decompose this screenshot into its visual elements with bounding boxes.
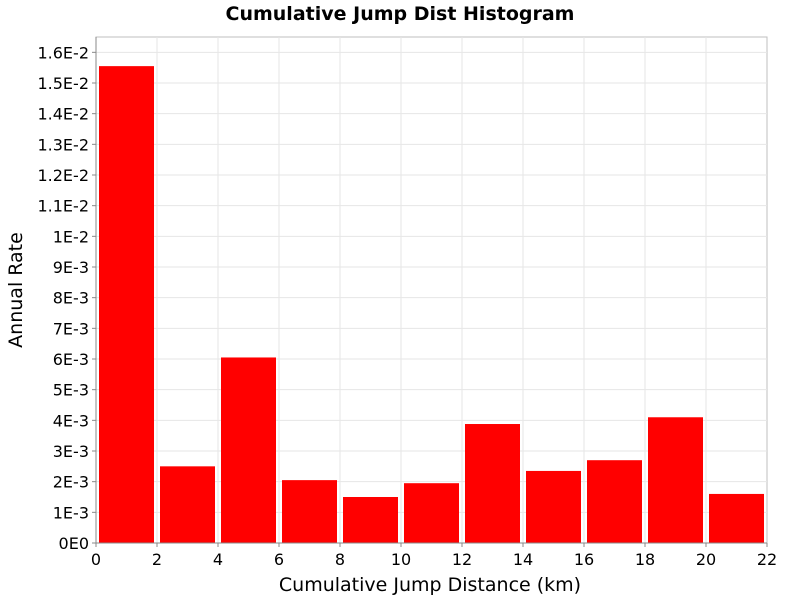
histogram-bar <box>282 480 337 543</box>
x-tick-label: 12 <box>452 550 472 569</box>
axis-layer: 0E0 1E-3 2E-3 3E-3 4E-3 5E-3 6E-3 7E-3 8E-3 9E-3 1… <box>37 37 777 569</box>
histogram-bar <box>221 357 276 543</box>
y-tick-label: 0E0 <box>59 534 89 553</box>
y-tick-label: 6E-3 <box>53 350 89 369</box>
x-tick-label: 0 <box>91 550 101 569</box>
histogram-bar <box>526 470 581 543</box>
y-tick-label: 1.2E-2 <box>37 166 89 185</box>
histogram-bar <box>404 483 459 543</box>
y-axis-label: Annual Rate <box>5 232 27 348</box>
histogram-bar <box>99 66 154 543</box>
histogram-bar <box>465 424 520 543</box>
bar-layer <box>99 66 764 543</box>
y-tick-label: 9E-3 <box>53 258 89 277</box>
y-tick-label: 3E-3 <box>53 442 89 461</box>
y-tick-label: 7E-3 <box>53 319 89 338</box>
x-tick-label: 8 <box>335 550 345 569</box>
x-tick-label: 6 <box>274 550 284 569</box>
y-tick-label: 2E-3 <box>53 473 89 492</box>
x-axis-label: Cumulative Jump Distance (km) <box>279 574 581 596</box>
y-tick-label: 8E-3 <box>53 289 89 308</box>
histogram-bar <box>587 460 642 543</box>
x-tick-label: 16 <box>574 550 594 569</box>
y-tick-label: 1.4E-2 <box>37 105 89 124</box>
histogram-bar <box>709 493 764 543</box>
y-tick-label: 1E-3 <box>53 503 89 522</box>
y-tick-label: 1.6E-2 <box>37 43 89 62</box>
y-tick-label: 1.3E-2 <box>37 135 89 154</box>
x-tick-label: 22 <box>757 550 777 569</box>
x-tick-label: 10 <box>391 550 411 569</box>
x-tick-label: 20 <box>696 550 716 569</box>
x-tick-label: 4 <box>213 550 223 569</box>
x-tick-label: 2 <box>152 550 162 569</box>
histogram-bar <box>343 497 398 543</box>
y-tick-label: 4E-3 <box>53 411 89 430</box>
x-tick-label: 18 <box>635 550 655 569</box>
histogram-bar <box>160 466 215 543</box>
y-tick-label: 1E-2 <box>53 227 89 246</box>
x-tick-label: 14 <box>513 550 533 569</box>
histogram-bar <box>648 417 703 543</box>
y-tick-label: 1.5E-2 <box>37 74 89 93</box>
y-tick-label: 1.1E-2 <box>37 197 89 216</box>
chart-title: Cumulative Jump Dist Histogram <box>226 3 575 25</box>
y-tick-label: 5E-3 <box>53 381 89 400</box>
